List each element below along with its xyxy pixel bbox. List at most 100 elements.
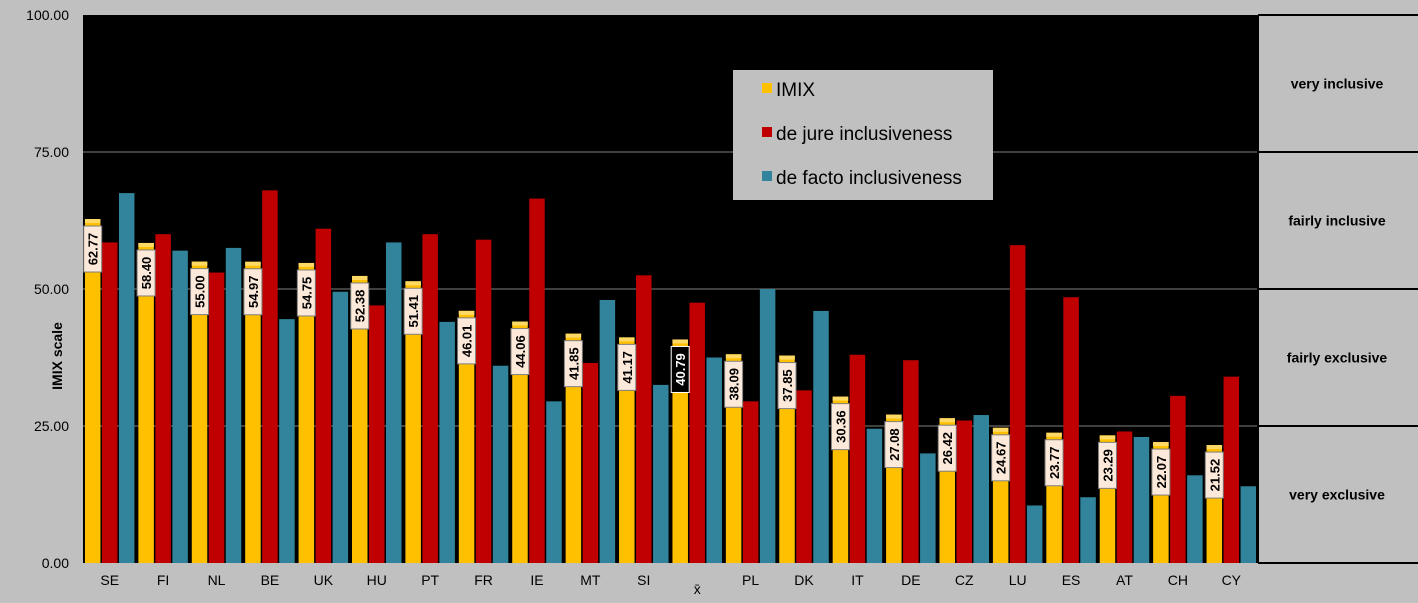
value-label: 51.41 (403, 287, 423, 335)
bar-top (1099, 435, 1116, 440)
bar (352, 275, 368, 563)
y-tick-label: 50.00 (34, 281, 69, 297)
legend-label: IMIX (776, 80, 815, 101)
category-label: IE (530, 572, 543, 588)
value-label-text: 52.38 (353, 290, 368, 323)
bar (973, 415, 989, 563)
value-label: 24.67 (991, 434, 1011, 482)
value-label: 46.01 (457, 317, 477, 365)
bar (599, 299, 616, 563)
category-label: NL (208, 572, 226, 588)
category-label: FI (157, 572, 169, 588)
value-label: 44.06 (510, 328, 530, 376)
value-label-box (1204, 451, 1224, 499)
value-label-text: 23.77 (1047, 446, 1062, 479)
category-label: PT (421, 572, 439, 588)
bar (172, 250, 188, 563)
bar-top (1046, 432, 1062, 437)
bar (279, 319, 295, 563)
value-label-text: 37.85 (780, 369, 795, 402)
bar (332, 291, 349, 563)
category-label: CY (1222, 572, 1242, 588)
bar-top (992, 427, 1009, 432)
bar-top (458, 310, 475, 315)
bar (742, 401, 759, 563)
value-label-text: 55.00 (193, 275, 208, 308)
value-label-box (190, 268, 210, 316)
value-label-text: 24.67 (994, 442, 1009, 475)
bar (866, 428, 883, 563)
value-label-box (296, 269, 316, 317)
bar-top (245, 261, 261, 266)
bar (155, 234, 171, 563)
category-label: BE (261, 572, 280, 588)
y-tick-label: 100.00 (26, 7, 69, 23)
bar (118, 193, 135, 563)
category-label: SE (100, 572, 119, 588)
bar (492, 365, 509, 563)
bar (706, 357, 722, 563)
value-label-text: 58.40 (139, 257, 154, 290)
value-label-box (350, 282, 370, 330)
bar (1240, 486, 1257, 563)
category-label: SI (637, 572, 650, 588)
bar (512, 321, 528, 563)
band-box (1258, 15, 1418, 152)
bar (565, 333, 582, 563)
category-label: MT (580, 572, 601, 588)
y-axis-label: IMIX scale (49, 322, 65, 390)
legend-label: de facto inclusiveness (776, 168, 962, 189)
bar-top (565, 333, 582, 338)
bar (849, 354, 866, 563)
value-label: 55.00 (190, 268, 210, 316)
value-label: 23.29 (1097, 441, 1117, 489)
bar-top (725, 354, 742, 359)
bar (1063, 297, 1079, 563)
legend-swatch (762, 127, 772, 137)
bar (422, 234, 438, 563)
value-label-box (136, 249, 156, 297)
bar (191, 261, 208, 563)
value-label-text: 26.42 (940, 432, 955, 465)
bar (636, 275, 652, 563)
bar (315, 228, 332, 563)
category-label: HU (367, 572, 387, 588)
value-label-text: 46.01 (460, 325, 475, 358)
band-label: very inclusive (1291, 76, 1384, 92)
value-label-box (457, 317, 477, 365)
value-label-text: 21.52 (1207, 459, 1222, 492)
category-label: UK (314, 572, 334, 588)
value-label-text: 23.29 (1100, 449, 1115, 482)
value-label-text: 51.41 (406, 295, 421, 328)
bar (546, 401, 562, 563)
bar (582, 362, 599, 563)
value-label-text: 40.79 (673, 353, 688, 386)
bar (475, 239, 492, 563)
value-label: 40.79 (670, 345, 690, 393)
category-label: DK (794, 572, 814, 588)
category-label: FR (474, 572, 493, 588)
bar-top (84, 219, 101, 224)
band-label: very exclusive (1289, 487, 1385, 503)
bar-top (1206, 445, 1223, 450)
bar (1026, 505, 1043, 563)
legend-label: de jure inclusiveness (776, 124, 952, 145)
category-label: CH (1168, 572, 1188, 588)
bar (1170, 395, 1186, 563)
bar (796, 390, 812, 563)
bar (245, 261, 261, 563)
value-label: 38.09 (724, 360, 744, 408)
value-label-box (563, 340, 583, 388)
y-tick-label: 75.00 (34, 144, 69, 160)
bar-top (1153, 442, 1169, 447)
category-label: PL (742, 572, 759, 588)
bar (903, 360, 919, 563)
value-label-box (670, 345, 690, 393)
bar-top (191, 261, 208, 266)
value-label-text: 30.36 (833, 410, 848, 443)
bar (1009, 245, 1026, 563)
value-label-text: 38.09 (727, 368, 742, 401)
category-label: ES (1062, 572, 1081, 588)
category-label: CZ (955, 572, 974, 588)
value-label: 52.38 (350, 282, 370, 330)
